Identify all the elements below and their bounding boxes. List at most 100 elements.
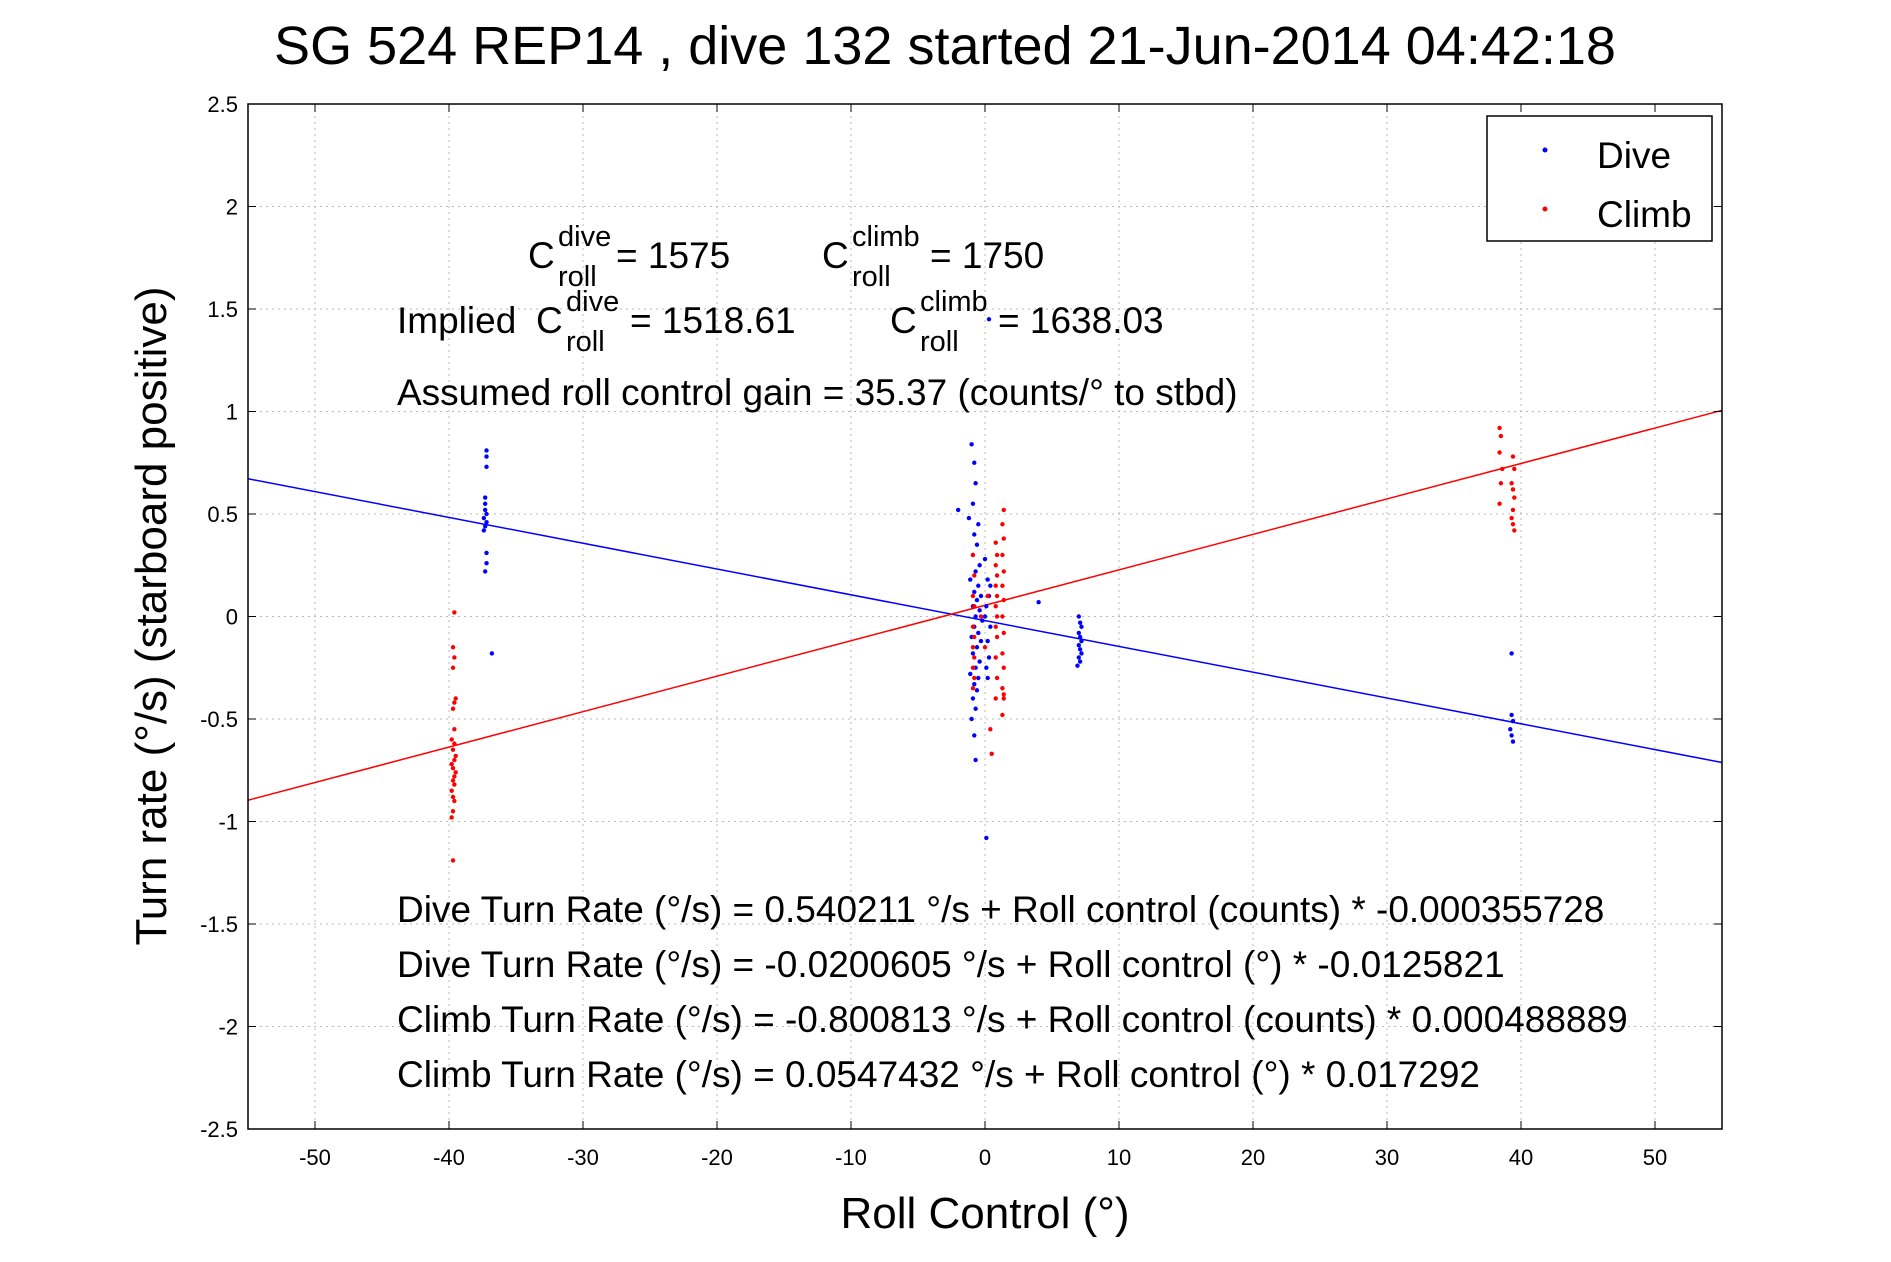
climb-point [985,593,990,599]
climb-point [1000,686,1005,691]
climb-point [1001,536,1006,541]
dive-point [984,604,989,609]
y-tick-label: -2 [218,1015,238,1040]
dive-point [973,614,978,619]
climb-point [452,757,457,763]
climb-point [1509,481,1514,486]
dive-point [976,583,981,588]
climb-point [1000,552,1005,558]
climb-equation-degrees: Climb Turn Rate (°/s) = 0.0547432 °/s + … [397,1054,1480,1095]
y-tick-label: 2.5 [207,92,238,117]
climb-point [972,655,977,660]
climb-point [1498,481,1504,486]
climb-point [1000,522,1005,527]
x-tick-label: -10 [835,1145,867,1170]
climb-point [982,645,988,650]
dive-point [481,528,487,533]
c-roll-climb-symbol: C [822,235,849,276]
dive-point [972,589,977,595]
climb-point [978,614,984,619]
climb-point [1500,466,1505,472]
y-tick-label: -1 [218,810,238,835]
dive-point [1510,718,1516,724]
climb-point [449,761,454,767]
climb-point [453,770,458,775]
climb-point [993,624,998,629]
climb-point [449,737,454,742]
climb-point [453,753,458,759]
climb-point [970,552,976,558]
climb-point [450,794,456,800]
climb-point [970,665,976,670]
dive-point [986,317,992,322]
climb-point [1001,665,1006,670]
dive-point [956,507,961,513]
legend-dive-marker [1542,147,1548,153]
dive-point [974,688,980,693]
dive-point [484,454,489,459]
dive-point [1076,630,1082,636]
dive-point [1075,663,1080,668]
dive-point [1079,651,1084,656]
climb-point [450,706,456,711]
implied-climb-value: = 1638.03 [998,300,1164,341]
dive-point [973,757,978,763]
x-tick-label: -20 [701,1145,733,1170]
climb-point [972,573,977,578]
legend-climb-marker [1542,206,1548,212]
y-tick-label: -0.5 [200,707,238,732]
dive-point [985,638,990,644]
dive-point [968,577,973,582]
axis-ticks: -50 -40 -30 -20 -10 0 10 20 30 40 50 2.5 2 1.5 1 0.5 0 -0… [200,92,1722,1170]
c-roll-dive-annotation: C dive roll = 1575 [528,221,730,293]
climb-point [450,858,456,863]
dive-point [985,675,990,681]
dive-point [1076,614,1082,619]
dive-point [973,569,978,574]
climb-point [970,686,976,691]
climb-point [1001,696,1006,701]
c-roll-climb-superscript: climb [852,221,920,253]
chart-title: SG 524 REP14 , dive 132 started 21-Jun-2… [274,16,1616,76]
c-roll-dive-superscript: dive [558,221,611,253]
climb-point [452,798,457,804]
dive-point [484,550,489,556]
climb-point [1001,630,1006,636]
climb-point [1497,450,1502,455]
implied-dive-subscript: roll [566,326,605,358]
climb-point [994,573,1000,578]
climb-point [972,604,977,609]
dive-point [1079,638,1084,644]
implied-climb-superscript: climb [920,286,988,318]
dive-point [1079,624,1084,629]
y-tick-label: -1.5 [200,912,238,937]
climb-point [450,645,456,650]
climb-point [1510,522,1516,527]
climb-point [1510,507,1516,513]
dive-point [974,645,980,650]
dive-point [972,681,977,687]
climb-point [994,552,1000,558]
dive-point [1508,727,1513,732]
dive-point [484,511,489,517]
dive-point [972,460,977,465]
dive-point [481,515,487,521]
dive-point [970,501,976,506]
climb-point [452,610,457,615]
data-points [449,317,1517,863]
dive-point [976,522,981,527]
climb-point [450,747,456,752]
c-roll-dive-subscript: roll [558,261,597,293]
climb-point [993,563,998,568]
dive-point [970,696,976,701]
climb-point [970,645,976,650]
dive-point [977,608,982,613]
dive-point [1509,733,1514,738]
climb-point [993,655,998,660]
dive-point [982,556,988,562]
c-roll-dive-value: = 1575 [616,235,730,276]
climb-point [988,727,993,732]
c-roll-dive-symbol: C [528,235,555,276]
climb-point [1001,569,1006,574]
climb-point [1512,466,1517,472]
